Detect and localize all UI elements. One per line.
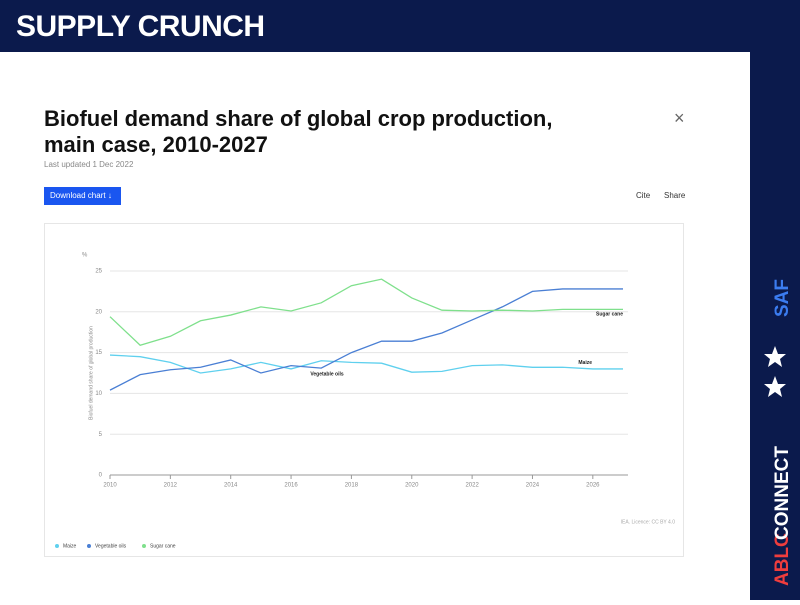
brand-a: ABLC — [772, 533, 793, 586]
chart-box: % Biofuel demand share of global producti… — [44, 223, 684, 557]
x-tick-label: 2024 — [526, 483, 540, 489]
legend-dot — [55, 544, 59, 548]
y-tick-label: 25 — [95, 269, 102, 275]
y-axis-title: Biofuel demand share of global productio… — [88, 326, 94, 420]
legend-dot — [87, 544, 91, 548]
legend-label: Maize — [63, 543, 77, 549]
download-button[interactable]: Download chart ↓ — [44, 187, 121, 205]
brand-b: CONNECT — [772, 446, 793, 540]
cite-link[interactable]: Cite — [636, 191, 651, 200]
close-button[interactable]: × — [674, 108, 685, 128]
x-tick-label: 2012 — [164, 483, 178, 489]
series-label: Sugar cane — [596, 312, 623, 318]
x-tick-label: 2018 — [345, 483, 359, 489]
y-tick-label: 15 — [95, 350, 102, 356]
series-line — [109, 354, 623, 374]
header-title: SUPPLY CRUNCH — [16, 10, 265, 43]
chart-title: Biofuel demand share of global crop prod… — [44, 106, 553, 157]
updated: Last updated 1 Dec 2022 — [44, 160, 134, 169]
series-label: Vegetable oils — [310, 371, 344, 377]
source: IEA. Licence: CC BY 4.0 — [621, 519, 676, 525]
series-line — [109, 288, 623, 391]
series-label: Maize — [578, 360, 592, 366]
sidebar: SAF ABLC CONNECT — [750, 52, 800, 600]
chart: % Biofuel demand share of global producti… — [55, 253, 676, 549]
share-link[interactable]: Share — [664, 191, 686, 200]
legend-label: Sugar cane — [150, 543, 176, 549]
legend-label: Vegetable oils — [95, 543, 127, 549]
x-tick-label: 2016 — [284, 483, 298, 489]
star — [764, 376, 786, 397]
icon: ↓ — [107, 191, 112, 200]
series-line — [109, 278, 623, 346]
x-tick-label: 2022 — [465, 483, 479, 489]
sidebar-tag: SAF — [772, 279, 793, 317]
y-unit: % — [82, 253, 88, 259]
x-tick-label: 2010 — [103, 483, 117, 489]
x-tick-label: 2014 — [224, 483, 238, 489]
y-tick-label: 10 — [95, 391, 102, 397]
header-bar — [0, 0, 800, 52]
sidebar-art: SAF ABLC CONNECT — [764, 279, 793, 586]
y-tick-label: 5 — [99, 432, 103, 438]
legend-dot — [142, 544, 146, 548]
x-tick-label: 2020 — [405, 483, 419, 489]
y-tick-label: 0 — [99, 473, 103, 479]
star — [764, 346, 786, 367]
download-label: Download chart — [50, 191, 106, 200]
x-tick-label: 2026 — [586, 483, 600, 489]
y-tick-label: 20 — [95, 309, 102, 315]
